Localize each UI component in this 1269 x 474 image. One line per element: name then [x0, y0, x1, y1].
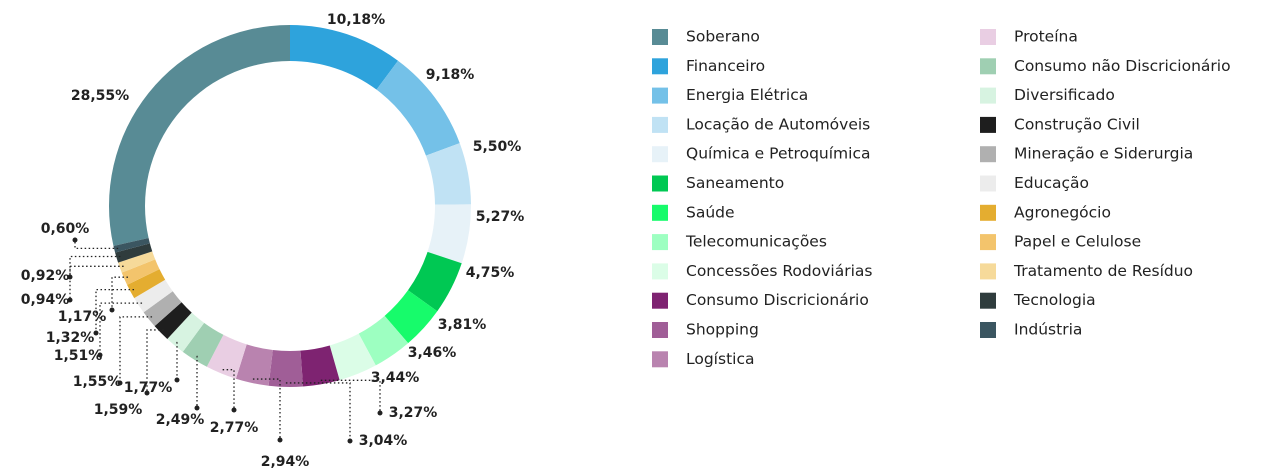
data-label: 3,81% — [438, 317, 487, 333]
legend-label: Consumo Discricionário — [686, 291, 869, 309]
legend-swatch — [652, 176, 668, 192]
leader-dot — [348, 439, 353, 444]
leader-dot — [175, 378, 180, 383]
legend-swatch — [980, 322, 996, 338]
leader-dot — [73, 238, 78, 243]
leader-dot — [278, 438, 283, 443]
data-label: 1,59% — [94, 402, 143, 418]
legend-swatch — [980, 293, 996, 309]
legend-swatch — [980, 29, 996, 45]
leader-line — [70, 266, 124, 300]
leader-dot — [378, 411, 383, 416]
legend-swatch — [980, 263, 996, 279]
legend-swatch — [980, 88, 996, 104]
legend-label: Tratamento de Resíduo — [1013, 262, 1193, 280]
legend-label: Telecomunicações — [685, 233, 827, 251]
leader-dot — [195, 406, 200, 411]
legend-swatch — [980, 146, 996, 162]
data-label: 1,51% — [54, 348, 103, 364]
legend-swatch — [652, 146, 668, 162]
legend-swatch — [652, 234, 668, 250]
leader-line — [112, 277, 128, 310]
legend-label: Shopping — [686, 321, 759, 339]
legend-label: Locação de Automóveis — [686, 115, 870, 133]
legend-swatch — [652, 263, 668, 279]
data-label: 4,75% — [466, 265, 515, 281]
legend-label: Energia Elétrica — [686, 86, 808, 104]
legend-label: Saúde — [686, 203, 735, 221]
legend-swatch — [652, 29, 668, 45]
data-label: 0,60% — [41, 221, 90, 237]
legend-label: Soberano — [686, 28, 760, 46]
data-label: 3,46% — [408, 345, 457, 361]
legend-label: Papel e Celulose — [1014, 233, 1141, 251]
leader-line — [75, 240, 118, 248]
legend-swatch — [652, 117, 668, 133]
data-label: 0,92% — [21, 268, 70, 284]
data-label: 2,49% — [156, 412, 205, 428]
data-label: 10,18% — [327, 12, 385, 28]
legend-label: Proteína — [1014, 28, 1078, 46]
legend-label: Educação — [1014, 174, 1089, 192]
legend-swatch — [652, 58, 668, 74]
data-label: 3,27% — [389, 405, 438, 421]
legend-label: Indústria — [1014, 321, 1082, 339]
data-label: 28,55% — [71, 88, 129, 104]
data-label: 2,94% — [261, 454, 310, 470]
legend-swatch — [980, 176, 996, 192]
legend-label: Concessões Rodoviárias — [686, 262, 872, 280]
legend-swatch — [652, 88, 668, 104]
data-label: 5,50% — [473, 139, 522, 155]
legend-swatch — [652, 351, 668, 367]
leader-line — [100, 303, 142, 355]
legend-label: Tecnologia — [1013, 291, 1096, 309]
data-label: 0,94% — [21, 292, 70, 308]
slice — [290, 25, 398, 90]
leader-dot — [110, 308, 115, 313]
legend-label: Química e Petroquímica — [686, 145, 870, 163]
legend-label: Consumo não Discricionário — [1014, 57, 1231, 75]
legend-label: Construção Civil — [1014, 115, 1140, 133]
legend-swatch — [652, 293, 668, 309]
data-label: 2,77% — [210, 420, 259, 436]
legend-swatch — [980, 234, 996, 250]
leader-dot — [145, 391, 150, 396]
leader-dot — [232, 408, 237, 413]
data-label: 1,32% — [46, 330, 95, 346]
legend-label: Financeiro — [686, 57, 765, 75]
data-label: 9,18% — [426, 67, 475, 83]
data-label: 1,17% — [58, 309, 107, 325]
legend-swatch — [652, 322, 668, 338]
data-label: 3,04% — [359, 433, 408, 449]
legend-label: Diversificado — [1014, 86, 1115, 104]
slice — [109, 25, 290, 246]
slice — [269, 350, 304, 387]
data-label: 5,27% — [476, 209, 525, 225]
legend-swatch — [980, 58, 996, 74]
legend-label: Logística — [686, 350, 754, 368]
legend-label: Mineração e Siderurgia — [1014, 145, 1193, 163]
legend-label: Saneamento — [686, 174, 784, 192]
legend-swatch — [652, 205, 668, 221]
data-label: 1,55% — [73, 374, 122, 390]
data-label: 3,44% — [371, 370, 420, 386]
legend-swatch — [980, 117, 996, 133]
legend-label: Agronegócio — [1014, 203, 1111, 221]
legend-swatch — [980, 205, 996, 221]
leader-line — [286, 383, 350, 441]
